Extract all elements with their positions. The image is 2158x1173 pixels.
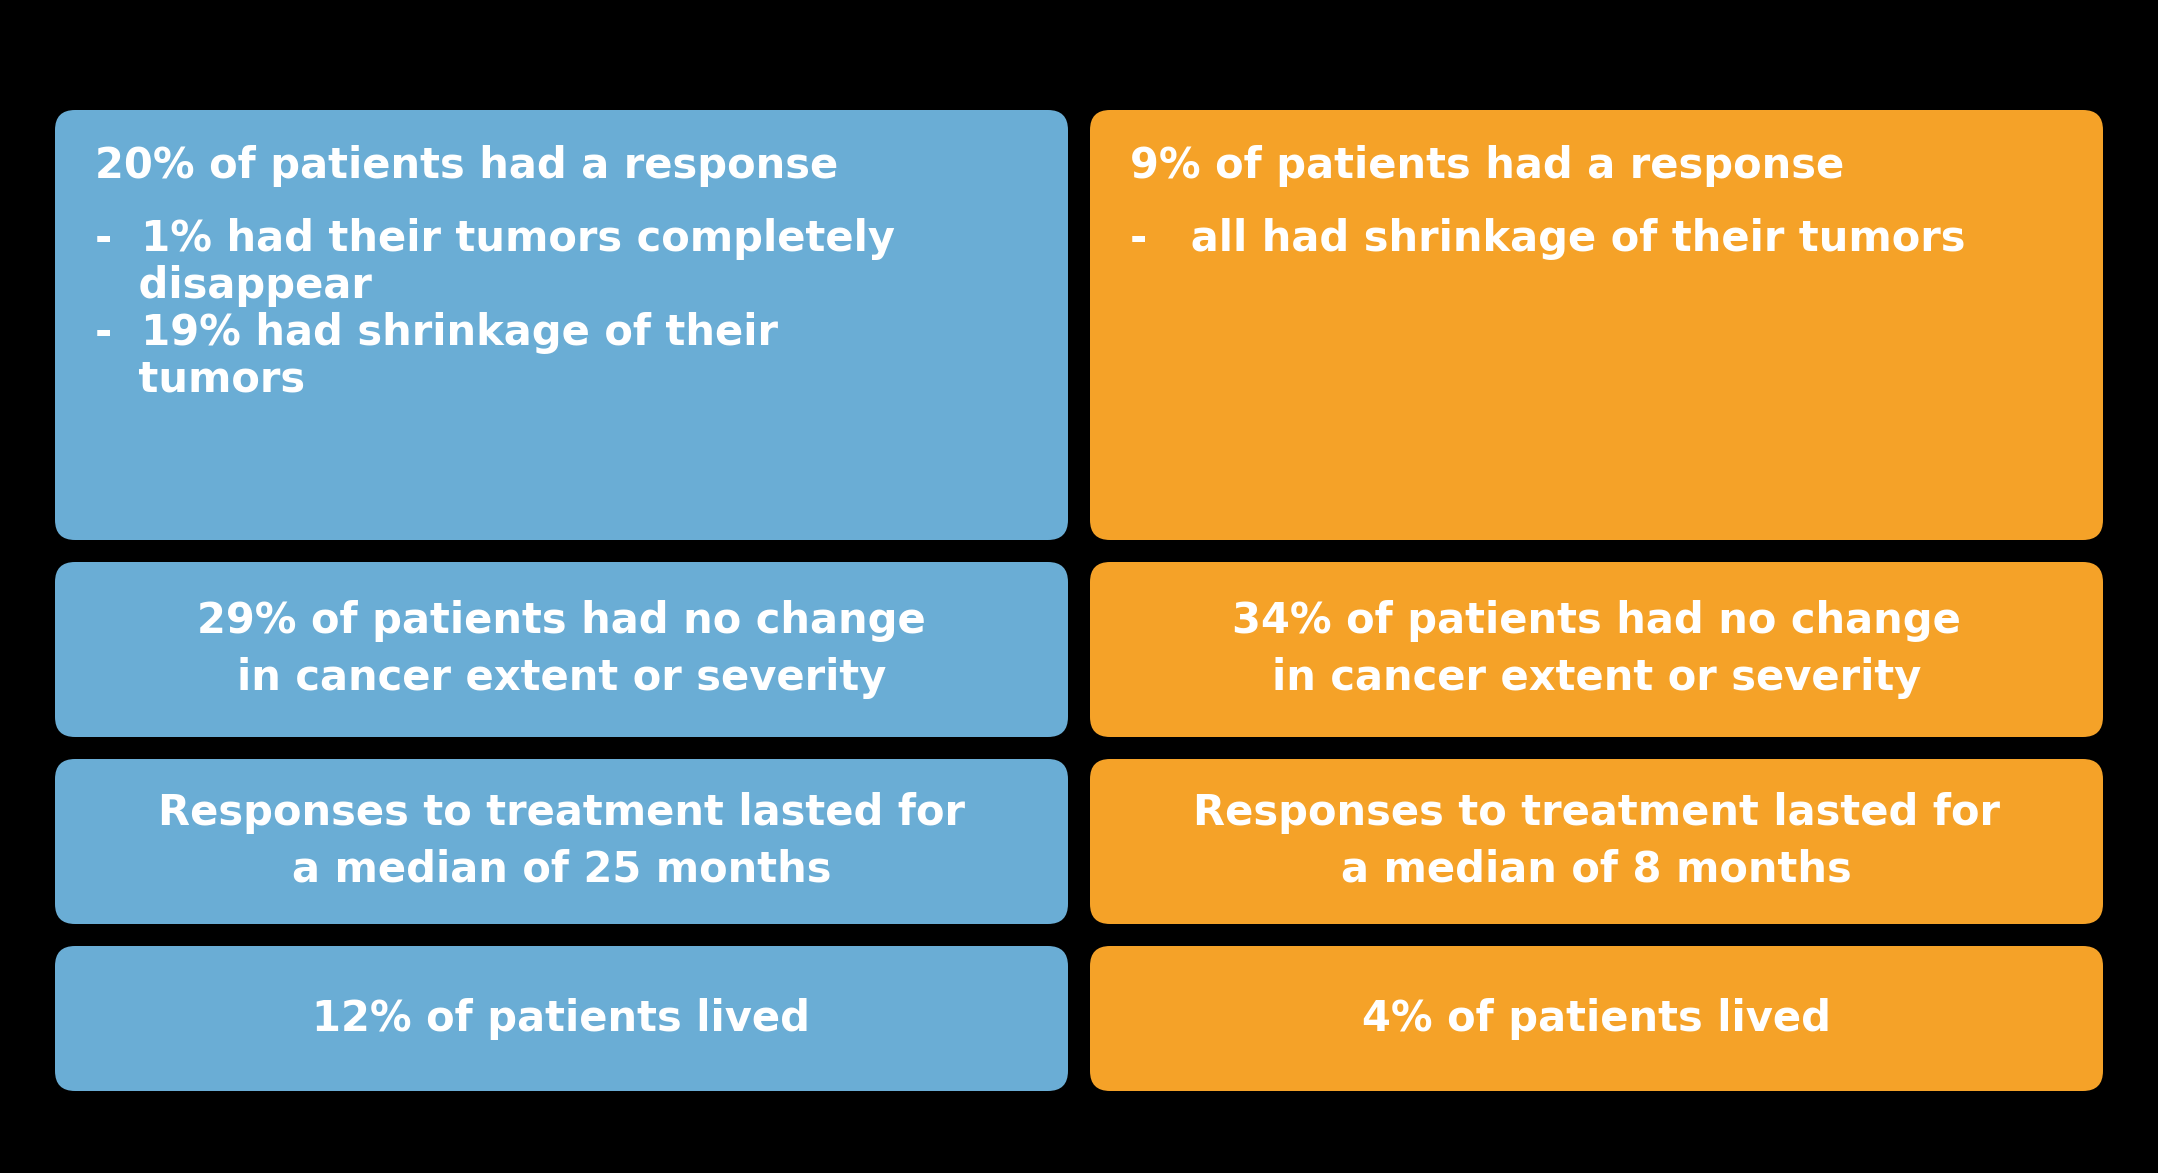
- FancyBboxPatch shape: [1090, 945, 2104, 1091]
- FancyBboxPatch shape: [54, 759, 1068, 924]
- Text: -   all had shrinkage of their tumors: - all had shrinkage of their tumors: [1131, 218, 1966, 260]
- Text: -  19% had shrinkage of their: - 19% had shrinkage of their: [95, 312, 779, 353]
- FancyBboxPatch shape: [54, 945, 1068, 1091]
- Text: 4% of patients lived: 4% of patients lived: [1362, 997, 1830, 1039]
- FancyBboxPatch shape: [1090, 110, 2104, 540]
- Text: 9% of patients had a response: 9% of patients had a response: [1131, 145, 1845, 187]
- FancyBboxPatch shape: [54, 110, 1068, 540]
- FancyBboxPatch shape: [1090, 759, 2104, 924]
- Text: Responses to treatment lasted for
a median of 25 months: Responses to treatment lasted for a medi…: [158, 792, 965, 891]
- FancyBboxPatch shape: [54, 562, 1068, 737]
- Text: Responses to treatment lasted for
a median of 8 months: Responses to treatment lasted for a medi…: [1193, 792, 2000, 891]
- Text: tumors: tumors: [95, 358, 304, 400]
- Text: disappear: disappear: [95, 265, 371, 307]
- Text: -  1% had their tumors completely: - 1% had their tumors completely: [95, 218, 896, 260]
- Text: 12% of patients lived: 12% of patients lived: [313, 997, 811, 1039]
- Text: 34% of patients had no change
in cancer extent or severity: 34% of patients had no change in cancer …: [1232, 601, 1962, 699]
- Text: 29% of patients had no change
in cancer extent or severity: 29% of patients had no change in cancer …: [196, 601, 926, 699]
- Text: 20% of patients had a response: 20% of patients had a response: [95, 145, 837, 187]
- FancyBboxPatch shape: [1090, 562, 2104, 737]
